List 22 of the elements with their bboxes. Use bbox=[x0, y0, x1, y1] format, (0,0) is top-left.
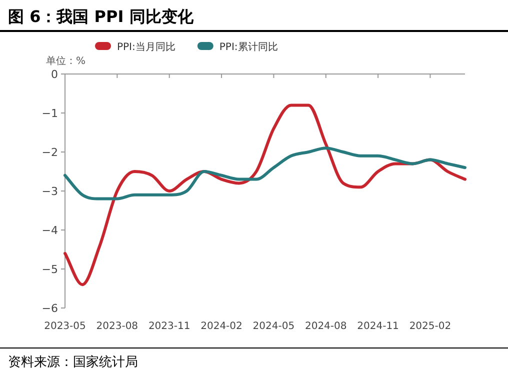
chart-title: 图 6：我国 PPI 同比变化 bbox=[8, 7, 194, 26]
x-tick-label: 2023-11 bbox=[148, 321, 190, 332]
y-tick-label: −3 bbox=[42, 185, 58, 198]
y-tick-label: −5 bbox=[42, 263, 58, 276]
legend-label: PPI:当月同比 bbox=[117, 41, 176, 53]
x-tick-label: 2024-02 bbox=[200, 321, 242, 332]
line-series bbox=[64, 104, 466, 286]
x-tick-label: 2023-05 bbox=[44, 321, 86, 332]
y-tick-label: −4 bbox=[42, 224, 58, 237]
x-tick-label: 2025-02 bbox=[409, 321, 452, 332]
x-tick-label: 2024-08 bbox=[304, 321, 347, 332]
x-tick-label: 2024-11 bbox=[357, 321, 399, 332]
y-tick-label: −6 bbox=[42, 302, 58, 315]
line-series bbox=[64, 146, 466, 200]
y-tick-label: 0 bbox=[51, 68, 58, 81]
x-tick-label: 2024-05 bbox=[252, 321, 295, 332]
y-tick-label: −1 bbox=[42, 107, 58, 120]
x-tick-label: 2023-08 bbox=[96, 321, 138, 332]
legend-label: PPI:累计同比 bbox=[219, 41, 278, 53]
y-axis-title: 单位：% bbox=[46, 55, 86, 67]
y-tick-label: −2 bbox=[42, 146, 58, 159]
text: 资料来源：国家统计局 bbox=[8, 354, 138, 370]
